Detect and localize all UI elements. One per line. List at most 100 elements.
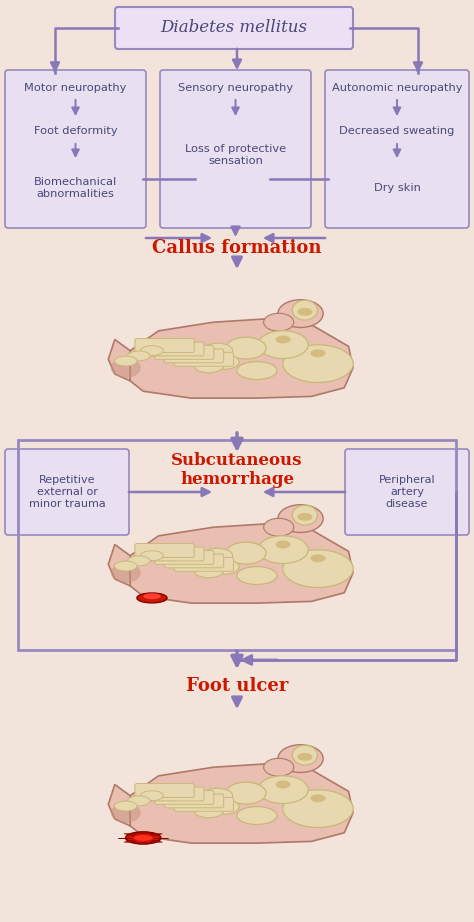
Ellipse shape bbox=[202, 343, 233, 358]
Ellipse shape bbox=[275, 540, 291, 549]
Polygon shape bbox=[108, 339, 130, 381]
Ellipse shape bbox=[297, 753, 312, 761]
Ellipse shape bbox=[128, 796, 150, 806]
Ellipse shape bbox=[310, 795, 326, 802]
Ellipse shape bbox=[310, 349, 326, 357]
FancyBboxPatch shape bbox=[325, 70, 469, 228]
Text: Foot ulcer: Foot ulcer bbox=[186, 677, 288, 695]
Ellipse shape bbox=[310, 554, 326, 562]
Ellipse shape bbox=[114, 561, 137, 571]
Ellipse shape bbox=[278, 504, 323, 533]
Ellipse shape bbox=[264, 758, 294, 776]
Ellipse shape bbox=[237, 361, 277, 380]
Ellipse shape bbox=[133, 834, 153, 842]
FancyBboxPatch shape bbox=[5, 70, 146, 228]
FancyBboxPatch shape bbox=[174, 352, 234, 366]
Ellipse shape bbox=[297, 513, 312, 521]
Polygon shape bbox=[108, 545, 130, 585]
Text: Subcutaneous
hemorrhage: Subcutaneous hemorrhage bbox=[171, 452, 303, 489]
Ellipse shape bbox=[226, 782, 266, 804]
Ellipse shape bbox=[194, 358, 224, 372]
Polygon shape bbox=[143, 838, 163, 842]
Text: Decreased sweating: Decreased sweating bbox=[339, 126, 455, 136]
Ellipse shape bbox=[258, 775, 308, 804]
Polygon shape bbox=[124, 833, 143, 838]
Ellipse shape bbox=[114, 801, 137, 811]
Ellipse shape bbox=[110, 803, 141, 822]
Ellipse shape bbox=[237, 567, 277, 585]
Ellipse shape bbox=[226, 337, 266, 359]
Ellipse shape bbox=[278, 745, 323, 773]
Text: Dry skin: Dry skin bbox=[374, 183, 420, 193]
FancyBboxPatch shape bbox=[345, 449, 469, 535]
Ellipse shape bbox=[275, 781, 291, 788]
Ellipse shape bbox=[283, 345, 353, 383]
FancyBboxPatch shape bbox=[155, 346, 214, 360]
FancyBboxPatch shape bbox=[135, 784, 194, 798]
FancyBboxPatch shape bbox=[5, 449, 129, 535]
Polygon shape bbox=[130, 763, 353, 843]
Text: Repetitive
external or
minor trauma: Repetitive external or minor trauma bbox=[28, 476, 105, 509]
Polygon shape bbox=[108, 785, 130, 826]
Ellipse shape bbox=[275, 336, 291, 343]
Ellipse shape bbox=[143, 593, 161, 599]
Ellipse shape bbox=[202, 549, 233, 563]
Text: Diabetes mellitus: Diabetes mellitus bbox=[161, 19, 308, 37]
Text: Motor neuropathy: Motor neuropathy bbox=[24, 83, 127, 93]
Polygon shape bbox=[130, 524, 353, 603]
FancyBboxPatch shape bbox=[155, 550, 214, 564]
Polygon shape bbox=[143, 833, 163, 838]
Ellipse shape bbox=[110, 563, 141, 583]
Text: Autonomic neuropathy: Autonomic neuropathy bbox=[332, 83, 462, 93]
FancyBboxPatch shape bbox=[115, 7, 353, 49]
Polygon shape bbox=[124, 838, 143, 842]
Text: Foot deformity: Foot deformity bbox=[34, 126, 117, 136]
Ellipse shape bbox=[141, 550, 163, 561]
FancyBboxPatch shape bbox=[160, 70, 311, 228]
Text: Loss of protective
sensation: Loss of protective sensation bbox=[185, 144, 286, 166]
FancyBboxPatch shape bbox=[145, 547, 204, 561]
FancyBboxPatch shape bbox=[164, 794, 224, 808]
FancyBboxPatch shape bbox=[174, 558, 234, 572]
FancyBboxPatch shape bbox=[135, 338, 194, 352]
FancyBboxPatch shape bbox=[145, 342, 204, 356]
Ellipse shape bbox=[209, 354, 239, 370]
Text: Peripheral
artery
disease: Peripheral artery disease bbox=[379, 476, 435, 509]
Ellipse shape bbox=[128, 556, 150, 566]
Ellipse shape bbox=[292, 745, 318, 765]
Ellipse shape bbox=[297, 308, 312, 316]
Ellipse shape bbox=[209, 560, 239, 574]
Ellipse shape bbox=[258, 536, 308, 563]
FancyBboxPatch shape bbox=[164, 554, 224, 568]
Ellipse shape bbox=[128, 351, 150, 361]
Ellipse shape bbox=[194, 563, 224, 578]
Ellipse shape bbox=[283, 550, 353, 587]
Polygon shape bbox=[138, 838, 148, 844]
Ellipse shape bbox=[258, 331, 308, 359]
Ellipse shape bbox=[237, 807, 277, 824]
Ellipse shape bbox=[264, 518, 294, 537]
Ellipse shape bbox=[141, 346, 163, 356]
Ellipse shape bbox=[141, 791, 163, 800]
Ellipse shape bbox=[278, 300, 323, 327]
FancyBboxPatch shape bbox=[145, 787, 204, 801]
Ellipse shape bbox=[226, 542, 266, 564]
FancyBboxPatch shape bbox=[174, 798, 234, 811]
Ellipse shape bbox=[194, 803, 224, 818]
Ellipse shape bbox=[110, 358, 141, 378]
Ellipse shape bbox=[114, 356, 137, 366]
Ellipse shape bbox=[209, 799, 239, 814]
Ellipse shape bbox=[126, 832, 161, 844]
FancyBboxPatch shape bbox=[155, 790, 214, 804]
FancyBboxPatch shape bbox=[164, 349, 224, 363]
Ellipse shape bbox=[137, 593, 167, 603]
Ellipse shape bbox=[292, 505, 318, 525]
Text: Callus formation: Callus formation bbox=[152, 239, 322, 257]
FancyBboxPatch shape bbox=[135, 544, 194, 558]
Ellipse shape bbox=[264, 313, 294, 331]
Ellipse shape bbox=[283, 790, 353, 827]
Polygon shape bbox=[130, 319, 353, 398]
Text: Biomechanical
abnormalities: Biomechanical abnormalities bbox=[34, 177, 117, 199]
Ellipse shape bbox=[202, 788, 233, 803]
Ellipse shape bbox=[292, 301, 318, 320]
